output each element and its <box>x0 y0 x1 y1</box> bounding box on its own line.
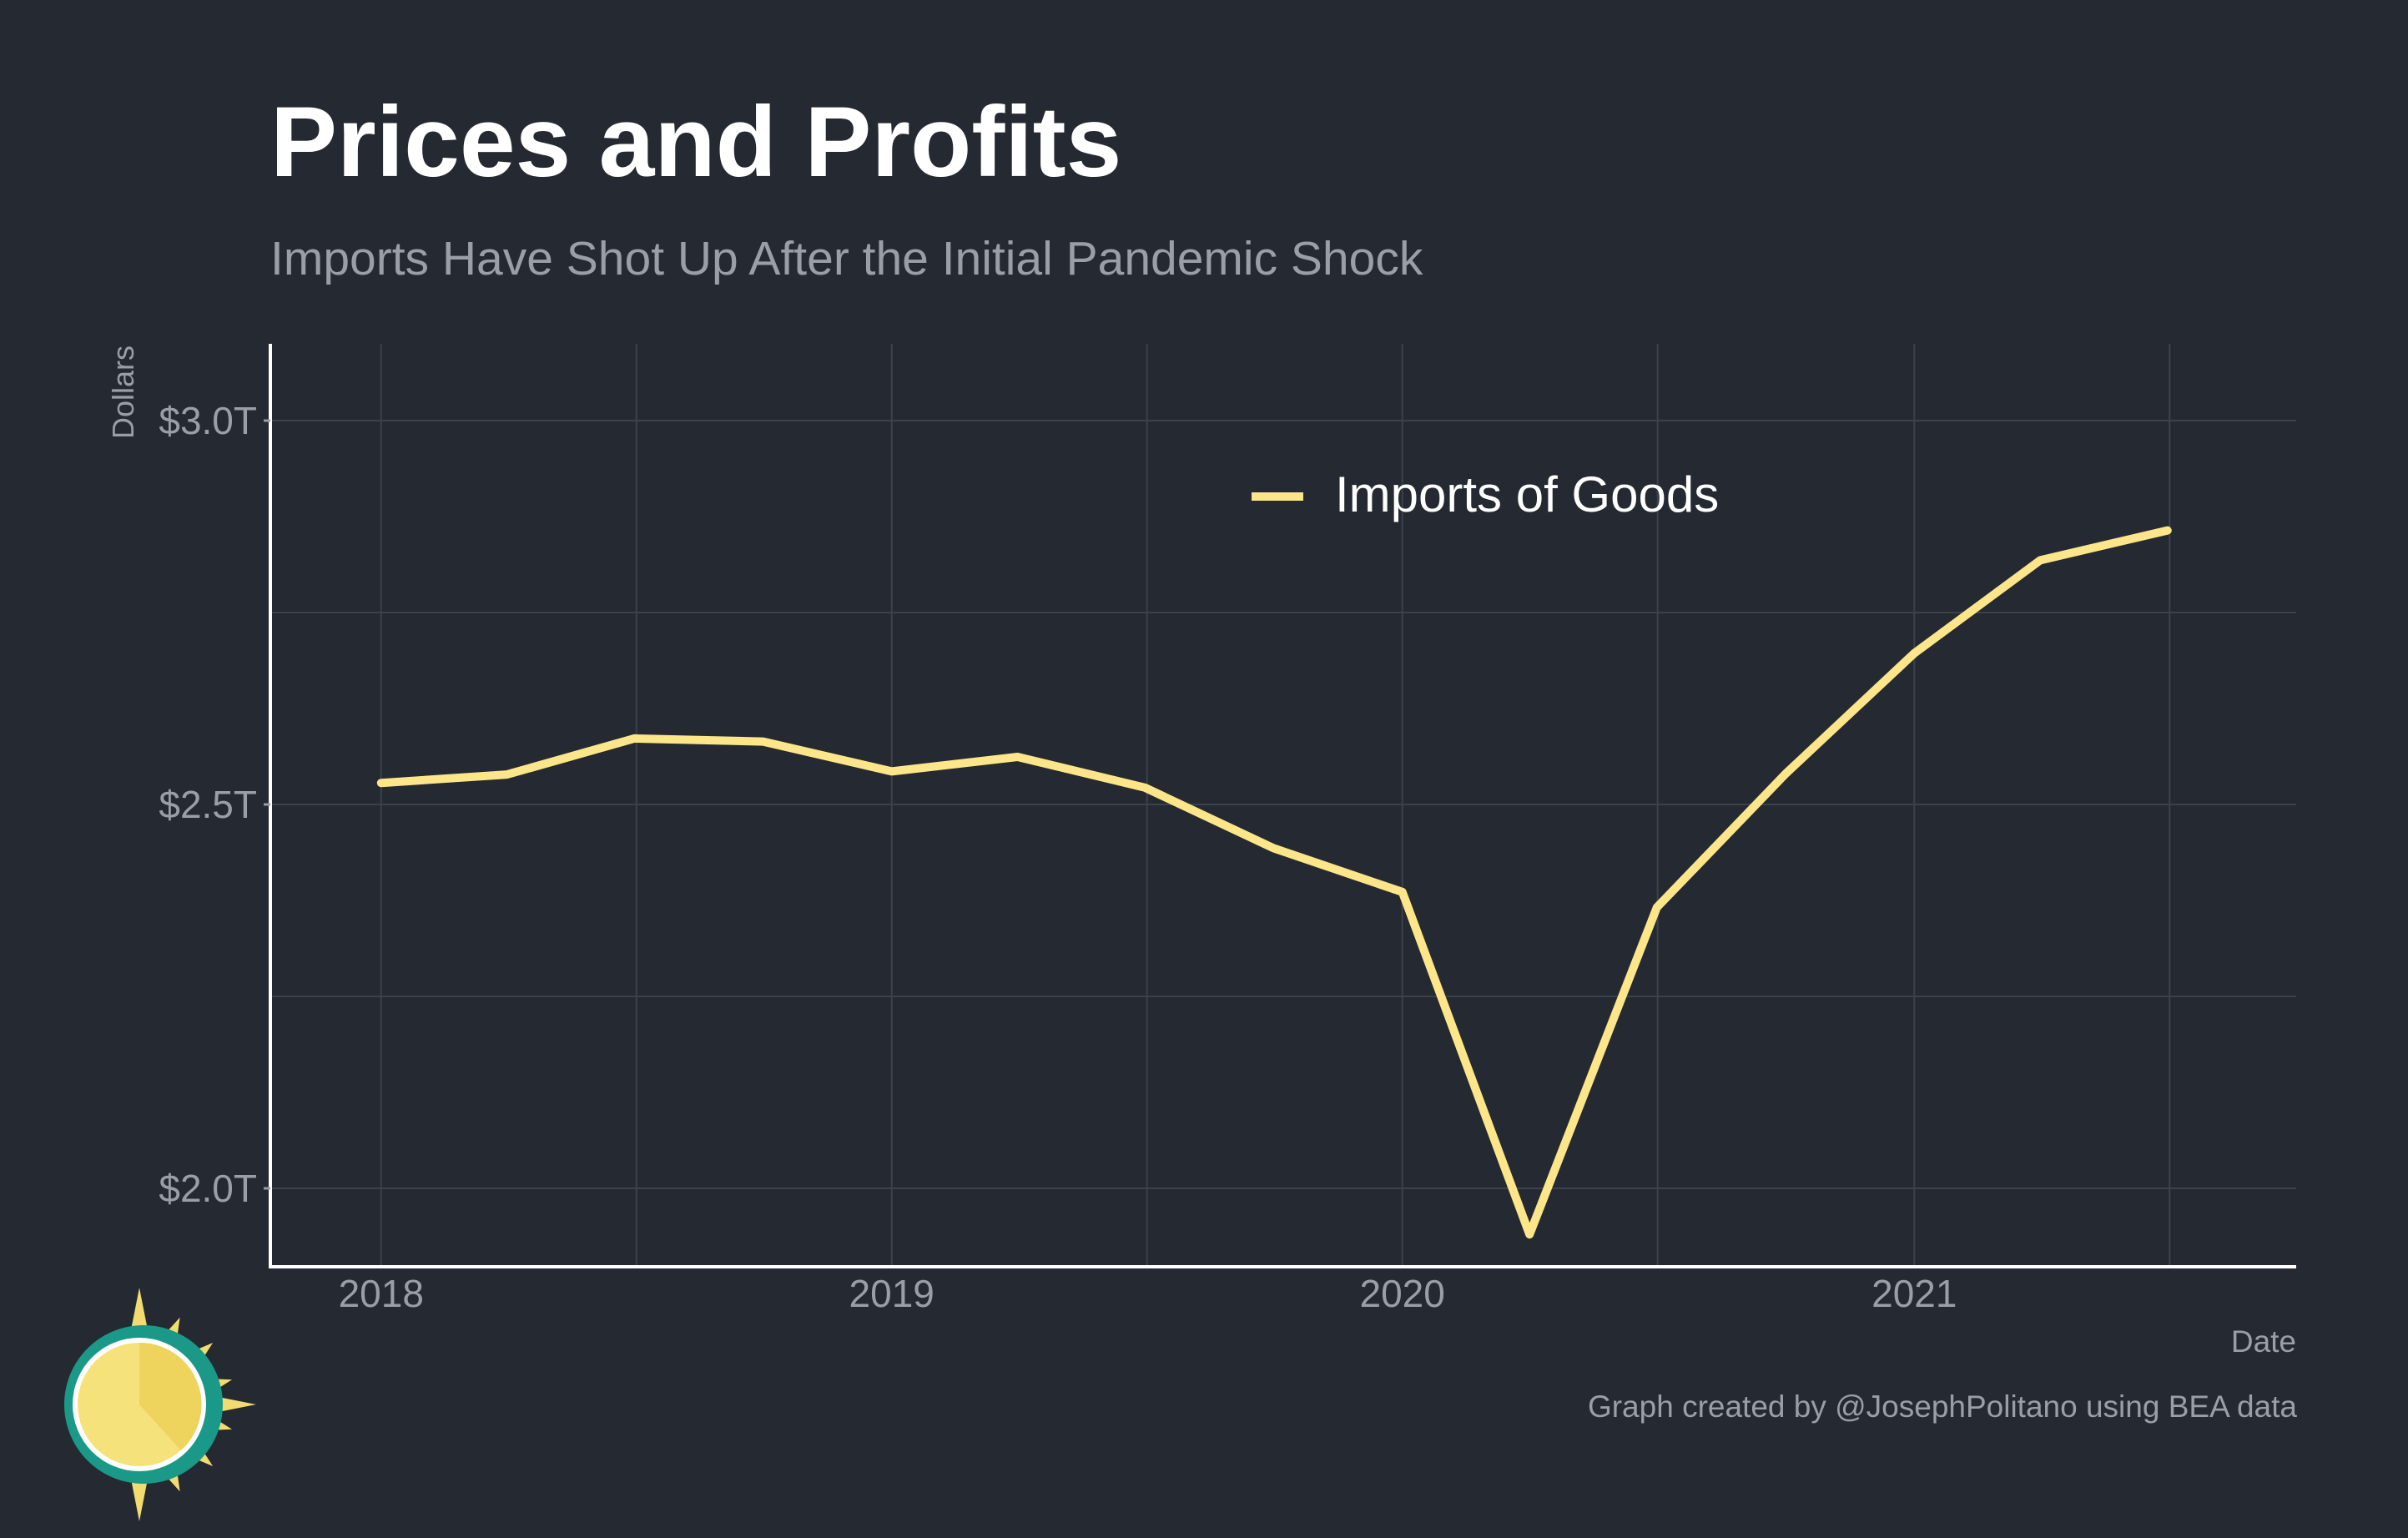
chart-title: Prices and Profits <box>270 86 1122 198</box>
x-axis-label: Date <box>2231 1324 2296 1359</box>
grid-lines <box>272 344 2296 1265</box>
legend: Imports of Goods <box>1252 466 1719 522</box>
series-layer <box>376 526 2172 1239</box>
source-caption: Graph created by @JosephPolitano using B… <box>1587 1389 2297 1424</box>
chart-subtitle: Imports Have Shot Up After the Initial P… <box>270 232 1423 285</box>
x-tick-label: 2020 <box>1359 1272 1444 1315</box>
x-tick-labels: 2018 2019 2020 2021 <box>339 1272 1957 1315</box>
y-axis-label: Dollars <box>106 345 140 439</box>
x-tick-label: 2019 <box>849 1272 934 1315</box>
sun-logo-icon <box>64 1288 256 1521</box>
y-tick-label: $3.0T <box>159 399 257 442</box>
x-tick-label: 2021 <box>1871 1272 1957 1315</box>
y-tick-label: $2.5T <box>159 783 257 826</box>
series-line-imports-of-goods <box>376 526 2172 1239</box>
legend-label: Imports of Goods <box>1335 466 1719 522</box>
y-tick-label: $2.0T <box>159 1167 257 1210</box>
y-tick-labels: $2.0T $2.5T $3.0T <box>159 399 270 1210</box>
x-tick-label: 2018 <box>339 1272 424 1315</box>
